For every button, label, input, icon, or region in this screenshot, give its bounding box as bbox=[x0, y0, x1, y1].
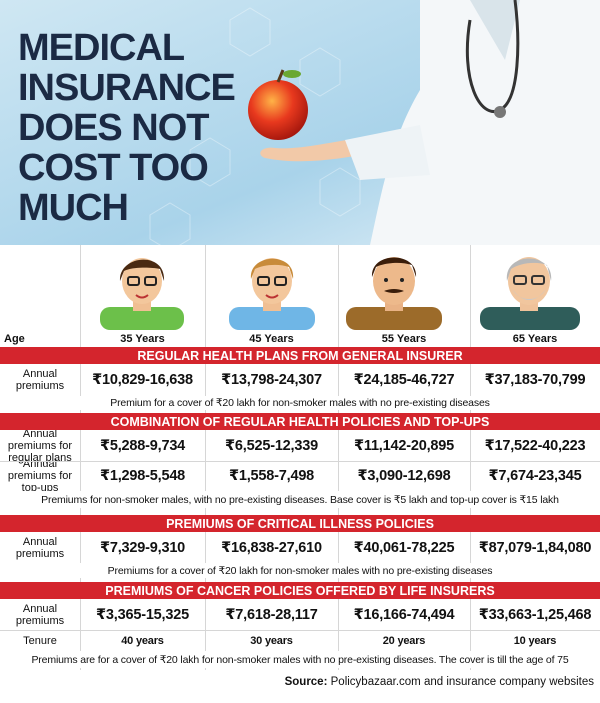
section-banner: PREMIUMS OF CANCER POLICIES OFFERED BY L… bbox=[0, 582, 600, 599]
premium-value: 40 years bbox=[121, 634, 164, 647]
title-line: INSURANCE bbox=[18, 67, 236, 109]
premium-value: ₹1,298-5,548 bbox=[99, 468, 186, 484]
source-line: Source: Policybazaar.com and insurance c… bbox=[285, 676, 594, 688]
premium-value: ₹11,142-20,895 bbox=[353, 438, 455, 454]
section-banner: COMBINATION OF REGULAR HEALTH POLICIES A… bbox=[0, 413, 600, 430]
column-separator bbox=[470, 245, 471, 670]
premium-value: 30 years bbox=[250, 634, 293, 647]
header-illustration bbox=[0, 0, 600, 245]
section-note: Premiums are for a cover of ₹20 lakh for… bbox=[0, 651, 600, 668]
avatar-35 bbox=[100, 258, 184, 330]
premium-value: ₹13,798-24,307 bbox=[221, 372, 322, 388]
row-label: Tenure bbox=[23, 634, 57, 647]
age-value: 45 Years bbox=[249, 332, 294, 345]
avatars bbox=[100, 257, 580, 330]
row-label: Annual premiums for top-ups bbox=[7, 458, 73, 494]
column-separator bbox=[80, 245, 81, 670]
avatar-65 bbox=[480, 257, 580, 330]
premium-value: ₹40,061-78,225 bbox=[353, 539, 455, 556]
row-label: Annual premiums bbox=[15, 535, 65, 560]
source-label: Source: bbox=[284, 676, 328, 688]
row-line bbox=[0, 461, 600, 462]
premium-value: ₹16,166-74,494 bbox=[353, 606, 455, 623]
title-line: MEDICAL bbox=[18, 27, 185, 69]
premium-value: ₹33,663-1,25,468 bbox=[478, 606, 592, 623]
premium-value: ₹1,558-7,498 bbox=[228, 468, 315, 484]
premium-value: ₹7,618-28,117 bbox=[225, 606, 318, 623]
premium-value: ₹7,674-23,345 bbox=[488, 468, 582, 484]
age-value: 35 Years bbox=[120, 332, 165, 345]
premium-value: ₹10,829-16,638 bbox=[92, 372, 193, 388]
column-separator bbox=[205, 245, 206, 670]
row-label: Annual premiums for regular plans bbox=[7, 428, 73, 464]
section-note: Premiums for a cover of ₹20 lakh for non… bbox=[0, 563, 600, 578]
premium-value: ₹7,329-9,310 bbox=[99, 539, 186, 556]
section-note: Premiums for non-smoker males, with no p… bbox=[0, 491, 600, 508]
premium-value: ₹24,185-46,727 bbox=[353, 372, 455, 388]
row-line bbox=[0, 630, 600, 631]
avatar-55 bbox=[346, 257, 442, 330]
section-banner: REGULAR HEALTH PLANS FROM GENERAL INSURE… bbox=[0, 347, 600, 364]
title-line: COST TOO bbox=[18, 147, 209, 189]
title-line: MUCH bbox=[18, 187, 129, 229]
premium-value: ₹16,838-27,610 bbox=[221, 539, 322, 556]
source-text: Policybazaar.com and insurance company w… bbox=[330, 676, 594, 688]
premium-value: ₹17,522-40,223 bbox=[484, 438, 586, 454]
premium-value: ₹3,090-12,698 bbox=[357, 468, 451, 484]
column-separator bbox=[338, 245, 339, 670]
section-note: Premium for a cover of ₹20 lakh for non-… bbox=[0, 396, 600, 410]
premium-value: ₹87,079-1,84,080 bbox=[478, 539, 592, 556]
premium-value: ₹5,288-9,734 bbox=[99, 438, 186, 454]
section-banner: PREMIUMS OF CRITICAL ILLNESS POLICIES bbox=[0, 515, 600, 532]
avatar-45 bbox=[229, 258, 315, 330]
age-label: Age bbox=[4, 332, 25, 345]
age-value: 55 Years bbox=[381, 332, 427, 345]
row-label: Annual premiums bbox=[15, 602, 65, 627]
premium-value: ₹37,183-70,799 bbox=[484, 372, 586, 388]
premium-value: 10 years bbox=[513, 634, 557, 647]
row-label: Annual premiums bbox=[15, 368, 65, 392]
title-line: DOES NOT bbox=[18, 107, 209, 149]
premium-value: 20 years bbox=[382, 634, 426, 647]
age-value: 65 Years bbox=[512, 332, 558, 345]
premium-value: ₹6,525-12,339 bbox=[225, 438, 318, 454]
premium-value: ₹3,365-15,325 bbox=[96, 606, 189, 623]
